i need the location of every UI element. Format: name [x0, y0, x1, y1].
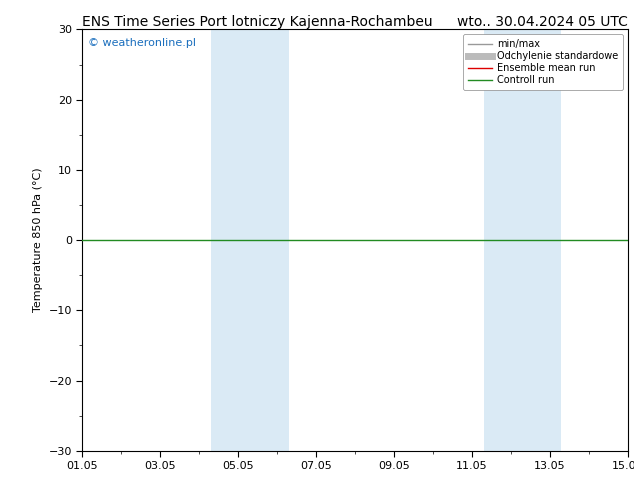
- Y-axis label: Temperature 850 hPa (°C): Temperature 850 hPa (°C): [33, 168, 43, 313]
- Bar: [484, 29, 562, 451]
- Text: ENS Time Series Port lotniczy Kajenna-Rochambeu: ENS Time Series Port lotniczy Kajenna-Ro…: [82, 15, 433, 29]
- Bar: [211, 29, 289, 451]
- Text: © weatheronline.pl: © weatheronline.pl: [88, 38, 196, 48]
- Text: wto.. 30.04.2024 05 UTC: wto.. 30.04.2024 05 UTC: [456, 15, 628, 29]
- Legend: min/max, Odchylenie standardowe, Ensemble mean run, Controll run: min/max, Odchylenie standardowe, Ensembl…: [463, 34, 623, 90]
